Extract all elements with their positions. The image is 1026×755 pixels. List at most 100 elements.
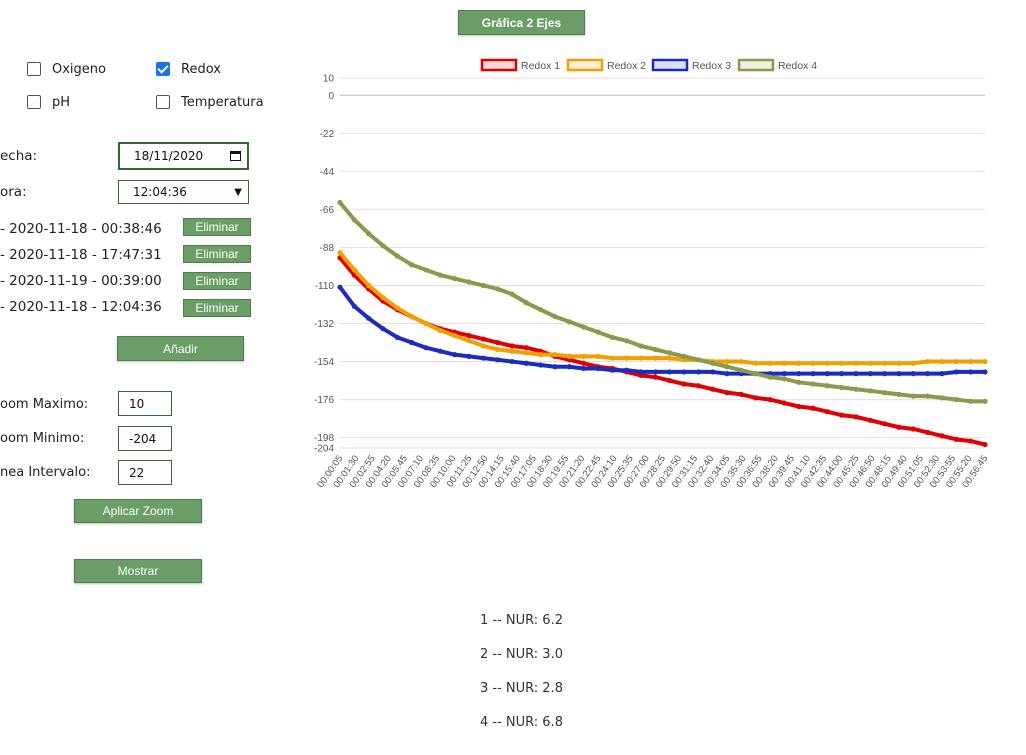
series-4-point [710, 360, 716, 366]
series-2-point [423, 320, 429, 327]
legend-swatch-3[interactable] [651, 58, 689, 72]
legend-swatch-4[interactable] [737, 58, 775, 72]
aplicar-zoom-button[interactable]: Aplicar Zoom [74, 499, 202, 523]
series-4-point [738, 367, 744, 373]
mostrar-button[interactable]: Mostrar [74, 559, 202, 583]
series-2-point [452, 333, 458, 339]
series-4-point [380, 243, 386, 249]
calendar-icon[interactable] [230, 151, 241, 161]
series-4-point [409, 262, 415, 268]
redox-line-chart: Redox 1 Redox 2 Redox 3 Redox 4 10 0 -22 -44 -6… [314, 58, 990, 490]
redox-label: Redox [181, 62, 221, 77]
series-1-point [480, 336, 486, 342]
eliminar-button-1[interactable]: Eliminar [183, 218, 251, 236]
series-3-point [638, 369, 644, 375]
series-3-point [495, 357, 501, 363]
legend-swatch-2[interactable] [566, 58, 604, 72]
series-1-point [882, 421, 888, 427]
series-line-3 [338, 286, 985, 376]
series-2-point [366, 282, 372, 289]
series-line-2 [338, 251, 985, 366]
series-4-point [867, 388, 873, 394]
legend-label-3[interactable]: Redox 3 [692, 60, 731, 72]
series-1-point [796, 403, 802, 410]
y-tick-label: 10 [323, 74, 335, 85]
series-3-point [466, 353, 472, 359]
series-1-point [509, 343, 515, 349]
temperatura-checkbox[interactable] [156, 95, 170, 109]
eliminar-button-3[interactable]: Eliminar [183, 272, 251, 290]
series-1-point [824, 409, 830, 415]
series-3-point [423, 345, 429, 351]
series-3-point [337, 284, 343, 290]
series-2-point [982, 358, 988, 365]
series-3-point [581, 365, 587, 372]
series-4-point [968, 398, 974, 404]
series-2-point [767, 360, 773, 366]
series-3-point [452, 352, 458, 358]
series-3-point [710, 369, 716, 375]
series-4-point [538, 307, 544, 313]
series-3-point [538, 362, 544, 368]
series-2-point [638, 355, 644, 361]
y-tick-label: -66 [320, 205, 335, 216]
series-4-point [351, 217, 357, 223]
hora-value: 12:04:36 [133, 185, 187, 199]
entry-text-1: - 2020-11-18 - 00:38:46 [0, 221, 162, 237]
series-3-point [867, 371, 873, 377]
hora-select[interactable]: 12:04:36 ▼ [118, 180, 249, 204]
oxigeno-checkbox[interactable] [27, 62, 41, 76]
series-1-point [681, 381, 687, 387]
redox-checkbox[interactable] [156, 62, 170, 76]
zoom-min-value: -204 [129, 431, 157, 446]
series-3-point [925, 371, 931, 377]
series-2-point [595, 353, 601, 359]
series-4-point [695, 357, 701, 363]
series-2-point [552, 352, 558, 358]
series-2-point [624, 355, 630, 361]
series-3-point [882, 371, 888, 377]
zoom-min-input[interactable]: -204 [118, 426, 172, 451]
zoom-min-label: oom Minimo: [0, 431, 85, 446]
series-3-point [366, 315, 372, 321]
x-axis: 00:00:0500:01:3000:02:5500:04:2000:05:45… [315, 453, 990, 490]
fecha-input[interactable]: 18/11/2020 [118, 142, 249, 170]
series-4-point [366, 231, 372, 237]
legend-label-1[interactable]: Redox 1 [521, 60, 560, 72]
zoom-max-input[interactable]: 10 [118, 391, 172, 416]
series-2-point [853, 360, 859, 366]
series-3-point [509, 358, 515, 365]
entry-text-4: - 2020-11-18 - 12:04:36 [0, 299, 162, 315]
ph-checkbox[interactable] [27, 95, 41, 109]
fecha-label: echa: [0, 148, 38, 164]
interval-label: nea Intervalo: [0, 465, 91, 480]
series-2-point [609, 355, 615, 361]
series-1-point [581, 360, 587, 366]
series-4-point [566, 319, 572, 325]
series-3-point [609, 367, 615, 373]
y-tick-label: -154 [314, 357, 334, 368]
y-tick-label: -176 [314, 395, 334, 406]
series-2-point [437, 327, 443, 334]
series-2-point [753, 360, 759, 366]
eliminar-button-2[interactable]: Eliminar [183, 245, 251, 263]
series-3-point [652, 369, 658, 375]
legend-swatch-1[interactable] [480, 58, 518, 72]
grafica-2-ejes-button[interactable]: Gráfica 2 Ejes [458, 10, 585, 35]
y-tick-label: 0 [328, 91, 334, 102]
series-1-point [939, 433, 945, 439]
series-2-point [738, 358, 744, 365]
series-2-point [495, 346, 501, 353]
series-1-point [523, 345, 529, 351]
series-1-point [667, 377, 673, 384]
series-4-point [810, 381, 816, 387]
interval-input[interactable]: 22 [118, 460, 172, 485]
series-1-point [810, 405, 816, 411]
anadir-button[interactable]: Añadir [117, 336, 244, 361]
series-4-point [423, 267, 429, 273]
series-1-point [724, 390, 730, 396]
series-2-point [466, 338, 472, 344]
legend-label-4[interactable]: Redox 4 [778, 60, 817, 72]
eliminar-button-4[interactable]: Eliminar [183, 299, 251, 317]
legend-label-2[interactable]: Redox 2 [607, 60, 646, 72]
